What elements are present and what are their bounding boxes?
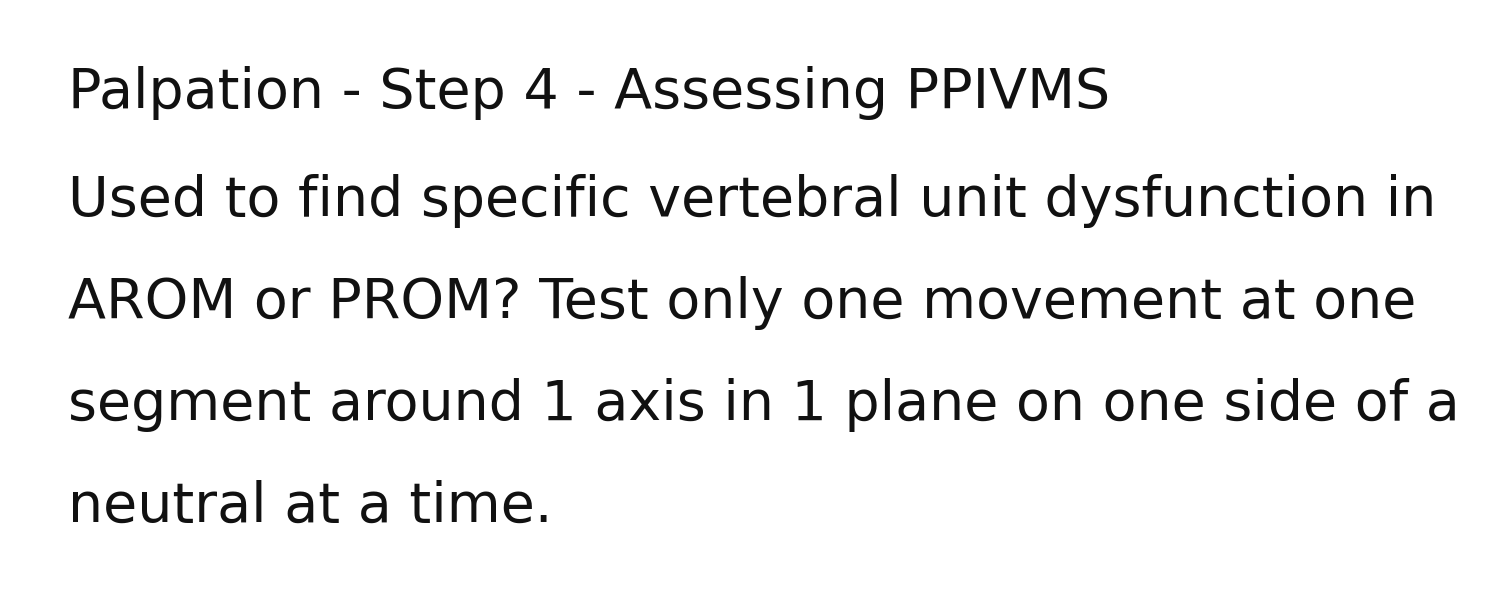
Text: AROM or PROM? Test only one movement at one: AROM or PROM? Test only one movement at … bbox=[68, 276, 1416, 330]
Text: segment around 1 axis in 1 plane on one side of a: segment around 1 axis in 1 plane on one … bbox=[68, 378, 1460, 432]
Text: Used to find specific vertebral unit dysfunction in: Used to find specific vertebral unit dys… bbox=[68, 174, 1435, 228]
Text: Palpation - Step 4 - Assessing PPIVMS: Palpation - Step 4 - Assessing PPIVMS bbox=[68, 66, 1110, 120]
Text: neutral at a time.: neutral at a time. bbox=[68, 480, 552, 534]
